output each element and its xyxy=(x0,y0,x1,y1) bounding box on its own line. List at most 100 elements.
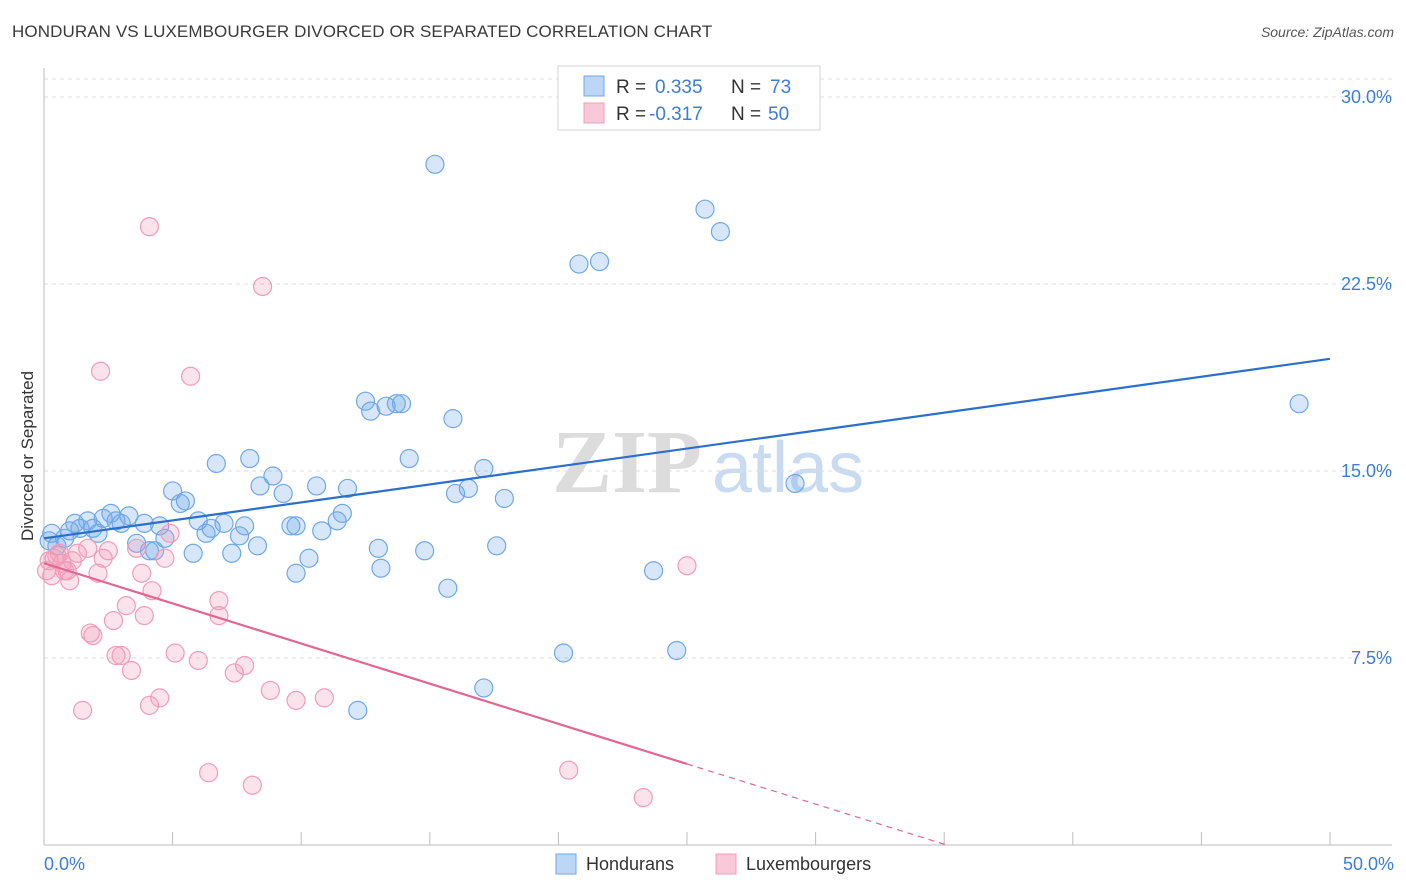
luxembourger-point-17 xyxy=(90,361,111,381)
honduran-point-64 xyxy=(487,536,507,556)
honduran-point-59 xyxy=(443,409,463,429)
bottom-legend-label-luxembourgers: Luxembourgers xyxy=(746,854,871,874)
legend-n-value-2: 50 xyxy=(768,104,789,125)
series-hondurans xyxy=(39,154,1309,720)
luxembourger-point-49 xyxy=(677,556,697,576)
honduran-point-41 xyxy=(299,548,319,568)
legend-r-value-1: 0.335 xyxy=(655,77,703,98)
y-tick-label-22.5: 22.5% xyxy=(1341,274,1392,294)
honduran-point-66 xyxy=(553,643,574,663)
honduran-point-31 xyxy=(229,526,250,546)
honduran-point-37 xyxy=(273,483,293,504)
luxembourger-point-29 xyxy=(139,695,160,715)
honduran-point-54 xyxy=(391,394,412,414)
legend-r-label-2: R = xyxy=(616,104,646,125)
luxembourger-point-41 xyxy=(235,655,255,676)
luxembourger-point-25 xyxy=(126,538,147,558)
honduran-point-48 xyxy=(355,391,376,411)
honduran-point-27 xyxy=(201,518,221,538)
luxembourger-point-26 xyxy=(132,563,152,583)
luxembourger-point-48 xyxy=(633,788,653,808)
honduran-point-71 xyxy=(695,199,715,219)
luxembourger-point-14 xyxy=(80,623,100,643)
honduran-point-14 xyxy=(119,506,139,526)
luxembourger-point-28 xyxy=(139,217,160,237)
watermark-zip: ZIP xyxy=(552,413,702,512)
honduran-point-22 xyxy=(170,493,190,514)
legend-n-value-1: 73 xyxy=(770,77,791,98)
luxembourger-point-40 xyxy=(224,663,244,683)
honduran-point-28 xyxy=(206,453,226,474)
legend-n-label-2: N = xyxy=(731,104,761,125)
luxembourger-point-39 xyxy=(209,591,229,611)
honduran-point-57 xyxy=(425,154,445,174)
bottom-legend-swatch-hondurans xyxy=(555,853,577,875)
honduran-point-46 xyxy=(337,478,358,499)
y-tick-label-15: 15.0% xyxy=(1341,461,1392,481)
gridlines xyxy=(44,78,1392,659)
honduran-point-43 xyxy=(312,521,332,541)
y-axis-title: Divorced or Separated xyxy=(18,371,37,541)
legend-r-value-2: -0.317 xyxy=(649,104,703,125)
honduran-point-12 xyxy=(106,511,126,531)
luxembourger-point-11 xyxy=(67,543,88,563)
legend-n-label-1: N = xyxy=(731,77,761,98)
honduran-point-47 xyxy=(348,700,368,720)
luxembourger-point-19 xyxy=(98,541,118,561)
honduran-point-49 xyxy=(361,401,381,421)
legend-r-label-1: R = xyxy=(616,77,646,98)
honduran-point-24 xyxy=(183,543,203,563)
honduran-point-30 xyxy=(222,543,242,563)
luxembourger-point-34 xyxy=(165,643,185,663)
honduran-point-56 xyxy=(415,541,435,561)
luxembourger-point-12 xyxy=(72,700,93,720)
legend: R = 0.335 N = 73 R = -0.317 N = 50 xyxy=(557,65,821,131)
honduran-point-50 xyxy=(368,538,388,558)
luxembourger-point-35 xyxy=(181,366,201,386)
luxembourger-point-22 xyxy=(111,645,131,666)
honduran-point-70 xyxy=(667,640,687,661)
honduran-point-68 xyxy=(589,251,610,272)
honduran-point-36 xyxy=(263,466,283,486)
honduran-point-34 xyxy=(247,536,268,556)
bottom-legend-swatch-luxembourgers xyxy=(715,853,737,875)
honduran-point-32 xyxy=(235,516,255,536)
legend-swatch-hondurans xyxy=(583,75,605,97)
honduran-point-73 xyxy=(785,473,805,494)
hondurans-trend-line xyxy=(43,357,1331,540)
luxembourger-point-36 xyxy=(188,650,208,671)
honduran-point-69 xyxy=(643,561,664,581)
y-tick-labels: 7.5% 15.0% 22.5% 30.0% xyxy=(1341,87,1392,668)
luxembourgers-trend-line-extension xyxy=(686,763,947,846)
luxembourger-point-31 xyxy=(150,688,170,708)
luxembourger-point-32 xyxy=(155,548,175,568)
honduran-point-51 xyxy=(371,558,391,578)
honduran-point-40 xyxy=(286,563,306,583)
chart-source: Source: ZipAtlas.com xyxy=(1260,24,1394,40)
x-axis-ticks xyxy=(43,832,1331,845)
watermark: ZIP atlas xyxy=(552,413,864,512)
luxembourger-point-46 xyxy=(314,688,334,708)
honduran-point-39 xyxy=(286,516,306,536)
luxembourger-point-45 xyxy=(286,690,306,710)
honduran-point-33 xyxy=(240,448,260,469)
chart-title: HONDURAN VS LUXEMBOURGER DIVORCED OR SEP… xyxy=(12,22,713,41)
luxembourger-point-27 xyxy=(134,606,154,626)
honduran-point-67 xyxy=(569,254,589,274)
luxembourger-point-9 xyxy=(60,571,80,591)
bottom-legend: Hondurans Luxembourgers xyxy=(555,853,871,875)
honduran-point-63 xyxy=(474,458,494,479)
luxembourgers-trend-line xyxy=(43,562,688,766)
luxembourger-point-42 xyxy=(242,775,262,795)
honduran-point-42 xyxy=(307,476,327,496)
honduran-point-45 xyxy=(332,503,352,523)
luxembourger-point-13 xyxy=(78,538,98,558)
honduran-point-29 xyxy=(214,513,234,533)
luxembourger-point-33 xyxy=(160,523,180,543)
honduran-point-60 xyxy=(445,483,466,504)
bottom-legend-label-hondurans: Hondurans xyxy=(586,854,674,874)
luxembourger-point-24 xyxy=(121,660,142,681)
y-tick-label-7.5: 7.5% xyxy=(1351,648,1392,668)
legend-swatch-luxembourgers xyxy=(583,102,605,124)
